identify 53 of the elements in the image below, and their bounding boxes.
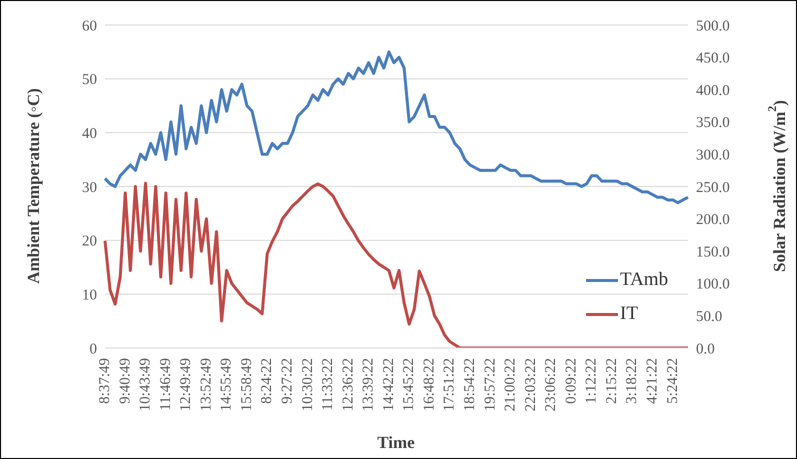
x-tick-label: 8:37:49 [97,358,113,404]
y-tick-label: 30 [82,180,97,196]
x-tick-label: 13:52:49 [198,358,214,412]
y-axis-title: Ambient Temperature (◦C) [24,88,42,284]
y-tick-label: 10 [82,287,97,304]
x-tick-label: 9:27:22 [280,358,296,404]
x-axis-title: Time [377,433,416,452]
x-tick-label: 23:06:22 [543,358,560,412]
line-series [104,50,690,204]
x-tick-label: 5:24:22 [664,358,681,404]
y2-tick-label: 500.0 [696,18,730,34]
x-tick-label: 17:51:22 [442,358,458,412]
x-tick-label: 9:40:49 [117,358,134,404]
x-tick-label: 15:45:22 [401,358,418,412]
x-tick-label: 22:03:22 [522,358,539,412]
x-tick-label: 12:49:49 [178,358,194,412]
x-tick-label: 14:42:22 [380,358,397,412]
y2-tick-label: 100.0 [696,276,730,293]
x-tick-label: 15:58:49 [238,358,255,412]
y2-tick-label: 300.0 [696,148,730,164]
x-tick-label: 21:00:22 [502,358,519,412]
x-tick-label: 10:30:22 [300,358,316,412]
y2-tick-label: 50.0 [696,309,722,326]
x-tick-label: 16:48:22 [421,358,438,412]
x-tick-label: 4:21:22 [644,358,661,404]
x-tick-label: 18:54:22 [462,358,478,412]
y2-tick-label: 450.0 [696,50,730,67]
x-tick-label: 14:55:49 [218,358,235,412]
x-tick-label: 12:36:22 [340,358,356,412]
x-tick-label: 8:24:22 [259,358,276,404]
y-tick-label: 20 [82,234,97,250]
y-tick-label: 60 [82,18,97,34]
legend-label: TAmb [620,269,668,291]
y2-tick-label: 150.0 [696,244,730,260]
y-tick-label: 50 [82,72,97,88]
x-tick-label: 3:18:22 [624,358,640,404]
x-tick-label: 2:15:22 [604,358,620,404]
x-tick-label: 1:12:22 [584,358,600,404]
x-tick-label: 11:33:22 [320,358,336,411]
y2-tick-label: 0.0 [696,341,715,358]
y2-tick-label: 250.0 [696,180,730,196]
x-tick-label: 13:39:22 [360,358,377,412]
line-series [104,182,690,348]
y2-tick-label: 400.0 [696,82,730,99]
x-tick-label: 10:43:49 [138,358,154,412]
y-tick-label: 40 [82,126,97,142]
x-tick-label: 0:09:22 [563,358,580,404]
x-tick-label: 19:57:22 [482,358,498,412]
y2-tick-label: 200.0 [696,212,730,228]
y-tick-label: 0 [90,341,97,358]
x-tick-label: 11:46:49 [158,358,174,411]
legend-label: IT [620,303,638,325]
y2-tick-label: 350.0 [696,115,730,132]
